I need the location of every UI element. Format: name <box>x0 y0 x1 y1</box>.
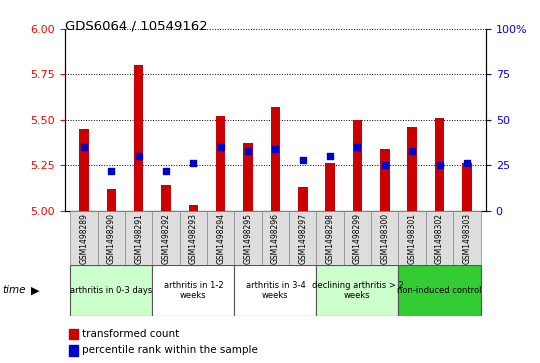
Bar <box>453 211 481 265</box>
Bar <box>243 143 253 211</box>
Bar <box>180 211 207 265</box>
Text: non-induced control: non-induced control <box>397 286 482 295</box>
Bar <box>371 211 399 265</box>
Bar <box>298 187 308 211</box>
Point <box>299 157 307 163</box>
Text: percentile rank within the sample: percentile rank within the sample <box>83 345 258 355</box>
Point <box>271 146 280 152</box>
Point <box>161 168 170 174</box>
Bar <box>407 127 417 211</box>
Bar <box>207 211 234 265</box>
Bar <box>79 129 89 211</box>
Text: GSM1498296: GSM1498296 <box>271 213 280 264</box>
Text: GSM1498289: GSM1498289 <box>79 213 89 264</box>
Bar <box>70 211 98 265</box>
Text: GSM1498301: GSM1498301 <box>408 213 417 264</box>
Point <box>107 168 116 174</box>
Bar <box>98 211 125 265</box>
Point <box>189 160 198 166</box>
Text: GSM1498291: GSM1498291 <box>134 213 143 264</box>
Point <box>217 144 225 150</box>
Text: GDS6064 / 10549162: GDS6064 / 10549162 <box>65 20 207 33</box>
Text: arthritis in 1-2
weeks: arthritis in 1-2 weeks <box>164 281 223 300</box>
Point <box>381 162 389 168</box>
Point <box>408 148 416 154</box>
Text: transformed count: transformed count <box>83 329 180 339</box>
Text: GSM1498298: GSM1498298 <box>326 213 335 264</box>
Bar <box>325 163 335 211</box>
Bar <box>161 185 171 211</box>
Bar <box>69 345 78 356</box>
Bar <box>69 329 78 339</box>
Text: arthritis in 3-4
weeks: arthritis in 3-4 weeks <box>246 281 305 300</box>
Text: GSM1498293: GSM1498293 <box>189 213 198 264</box>
Bar <box>271 107 280 211</box>
Bar <box>426 211 453 265</box>
Bar <box>152 211 180 265</box>
Text: GSM1498303: GSM1498303 <box>462 213 471 264</box>
Bar <box>216 116 226 211</box>
Bar <box>134 65 144 211</box>
Bar <box>70 265 152 316</box>
Text: GSM1498300: GSM1498300 <box>380 213 389 264</box>
Text: GSM1498290: GSM1498290 <box>107 213 116 264</box>
Bar <box>316 211 344 265</box>
Point <box>435 162 444 168</box>
Text: GSM1498299: GSM1498299 <box>353 213 362 264</box>
Bar <box>353 120 362 211</box>
Bar <box>106 189 116 211</box>
Text: GSM1498295: GSM1498295 <box>244 213 253 264</box>
Bar <box>125 211 152 265</box>
Bar <box>234 265 316 316</box>
Bar <box>289 211 316 265</box>
Bar <box>188 205 198 211</box>
Point <box>244 148 252 154</box>
Point <box>463 160 471 166</box>
Point <box>326 153 334 159</box>
Text: declining arthritis > 2
weeks: declining arthritis > 2 weeks <box>312 281 403 300</box>
Point <box>79 144 88 150</box>
Bar <box>152 265 234 316</box>
Text: GSM1498292: GSM1498292 <box>161 213 171 264</box>
Text: GSM1498294: GSM1498294 <box>216 213 225 264</box>
Text: GSM1498297: GSM1498297 <box>298 213 307 264</box>
Point <box>353 144 362 150</box>
Bar <box>380 149 389 211</box>
Text: GSM1498302: GSM1498302 <box>435 213 444 264</box>
Bar <box>399 265 481 316</box>
Text: ▶: ▶ <box>31 285 40 295</box>
Bar <box>234 211 262 265</box>
Text: time: time <box>3 285 26 295</box>
Bar <box>344 211 371 265</box>
Point <box>134 153 143 159</box>
Bar <box>462 163 471 211</box>
Bar <box>262 211 289 265</box>
Bar <box>316 265 399 316</box>
Bar <box>435 118 444 211</box>
Text: arthritis in 0-3 days: arthritis in 0-3 days <box>70 286 152 295</box>
Bar <box>399 211 426 265</box>
